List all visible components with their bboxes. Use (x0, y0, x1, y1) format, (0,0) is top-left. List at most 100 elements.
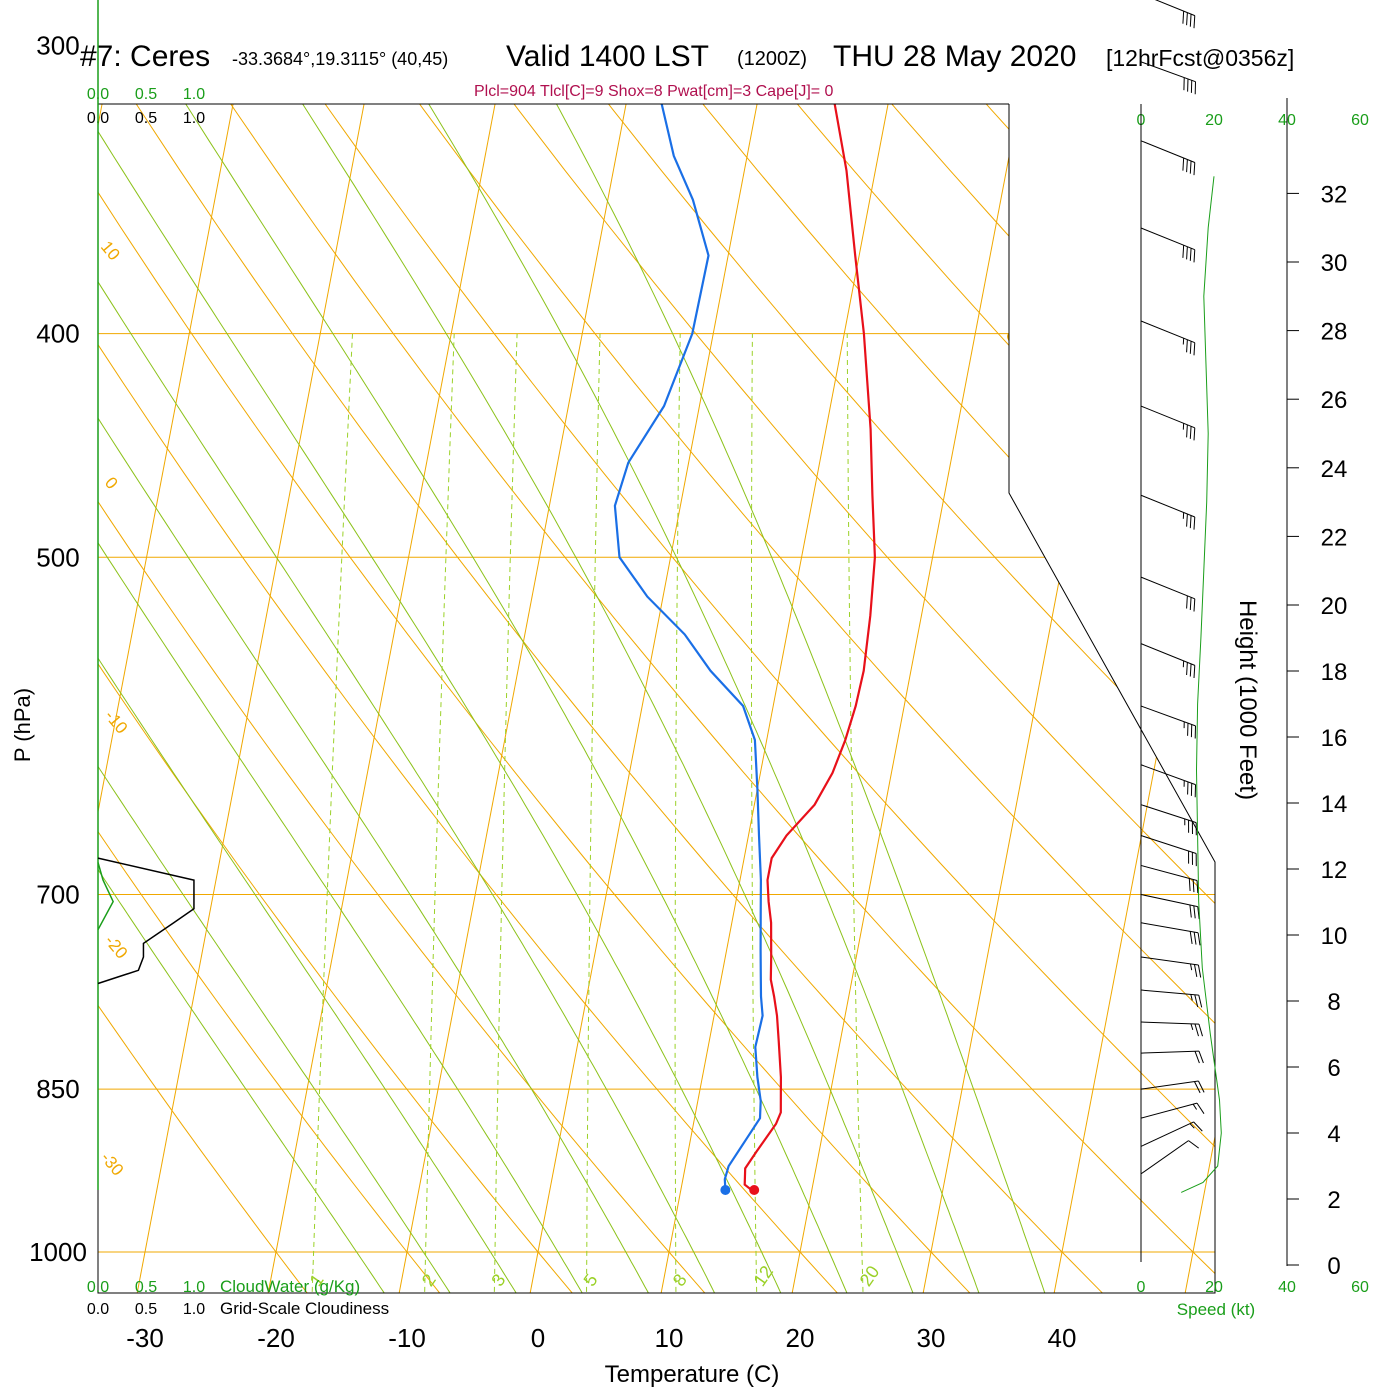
moist-adiabat (124, 104, 921, 1293)
moist-adiabat (392, 104, 1052, 1293)
speed-tick-bottom: 40 (1278, 1279, 1296, 1296)
wind-barb-staff (1140, 1021, 1200, 1025)
dry-adiabat (745, 104, 1215, 1293)
wind-barb-staff (1140, 494, 1195, 518)
pressure-label-850: 850 (36, 1074, 79, 1104)
wind-barb-feather (1193, 427, 1196, 441)
wind-speed-profile (1180, 176, 1222, 1193)
wind-barb-half-feather (1192, 1103, 1198, 1110)
wind-barb-feather (1193, 249, 1196, 263)
cloudwater-label: CloudWater (g/Kg) (220, 1277, 360, 1296)
cloud-panel: 0.00.00.00.00.50.50.50.51.01.01.01.0Clou… (87, 0, 389, 1318)
wind-barb-feather (1186, 513, 1188, 527)
wind-barb-staff (1140, 1121, 1194, 1147)
isotherm-label: 0 (1000, 323, 1032, 357)
speed-tick-top: 20 (1205, 112, 1223, 129)
wind-barb-staff (1140, 956, 1199, 966)
cloudwater-scale-bottom: 0.5 (135, 1279, 157, 1296)
isotherm--40 (98, 104, 288, 1293)
wind-barb-feather (1197, 932, 1201, 946)
temp-tick--20: -20 (257, 1323, 295, 1353)
temp-tick-40: 40 (1048, 1323, 1077, 1353)
wind-barb-feather (1186, 12, 1188, 26)
utc-time: (1200Z) (737, 48, 808, 70)
wind-barb-feather (1193, 932, 1197, 945)
isotherm--30 (135, 104, 419, 1293)
wind-barb-feather (1193, 598, 1196, 612)
x-axis-title: Temperature (C) (605, 1361, 780, 1388)
dry-adiabat (222, 104, 1215, 1293)
wind-barb-feather (1189, 248, 1192, 261)
wind-barb-staff (1140, 864, 1198, 881)
wind-barb-staff (1140, 989, 1199, 996)
height-tick-label-26: 26 (1321, 387, 1348, 414)
wind-barb-feather (1186, 424, 1188, 438)
wind-barb-staff (1140, 764, 1196, 786)
wind-barb-staff (1140, 804, 1197, 824)
wind-barb-feather (1182, 245, 1185, 258)
mixing-ratio-label: 5 (580, 1270, 602, 1290)
wind-barb-feather (1194, 994, 1199, 1008)
wind-barb-feather (1193, 342, 1196, 356)
valid-time: Valid 1400 LST (506, 40, 709, 73)
pressure-label-1000: 1000 (29, 1237, 87, 1267)
speed-tick-bottom: 0 (1137, 1279, 1146, 1296)
wind-barb-feather (1198, 1023, 1203, 1037)
height-tick-label-22: 22 (1321, 524, 1348, 551)
wind-barb-feather (1197, 906, 1200, 920)
isotherm-label: -30 (97, 1148, 127, 1179)
isotherm-label: 30 (1167, 756, 1211, 800)
cloudiness-scale-bottom: 1.0 (183, 1301, 205, 1318)
isotherm-10 (659, 104, 943, 1293)
dry-adiabat (1180, 104, 1215, 1293)
wind-barb-feather (1189, 426, 1192, 439)
cloudwater-profile (97, 862, 114, 931)
cloudiness-scale-bottom: 0.0 (87, 1301, 109, 1318)
dry-adiabat (98, 104, 987, 1293)
dry-adiabat (98, 104, 321, 1293)
wind-barb-staff (1140, 61, 1196, 83)
height-tick-label-24: 24 (1321, 456, 1348, 483)
dry-adiabat (309, 104, 1215, 1293)
height-tick-label-20: 20 (1321, 593, 1348, 620)
wind-barb-feather (1182, 157, 1185, 171)
wind-barb-feather (1197, 964, 1202, 978)
moist-adiabat (98, 104, 724, 1293)
isotherm-label: 0 (101, 473, 122, 492)
wind-barb-feather (1193, 15, 1196, 29)
height-tick-label-32: 32 (1321, 181, 1348, 208)
wind-barb-staff (1140, 1050, 1200, 1054)
isotherm-label: -10 (101, 706, 131, 737)
wind-barb-feather (1193, 665, 1196, 679)
speed-axis-label: Speed (kt) (1177, 1300, 1255, 1319)
wind-barb-feather (1186, 595, 1188, 609)
wind-barb-half-feather (1190, 994, 1193, 1001)
wind-barb-feather (1189, 904, 1192, 918)
axis-labels: 2503004005007008501000-30-20-10010203040… (10, 30, 1077, 1388)
wind-barb-feather (1188, 1140, 1199, 1149)
temp-tick-30: 30 (917, 1323, 946, 1353)
wind-barb-feather (1193, 516, 1196, 530)
temp-tick--10: -10 (388, 1323, 426, 1353)
wind-barb-feather (1198, 994, 1203, 1008)
wind-barb-staff (1140, 405, 1195, 429)
height-tick-label-2: 2 (1327, 1187, 1340, 1214)
wind-barb-half-feather (1190, 1023, 1194, 1031)
isotherm-label: 20 (1101, 631, 1145, 675)
height-tick-label-8: 8 (1327, 989, 1340, 1016)
wind-barb-feather (1189, 931, 1193, 944)
stability-indices: Plcl=904 Tlcl[C]=9 Shox=8 Pwat[cm]=3 Cap… (474, 83, 834, 100)
moist-adiabat (98, 104, 659, 1293)
valid-date: THU 28 May 2020 (833, 40, 1077, 73)
cloudiness-scale-top: 1.0 (183, 110, 205, 127)
wind-barb-feather (1196, 1102, 1205, 1114)
isotherm-label: 10 (97, 237, 124, 264)
height-tick-label-0: 0 (1327, 1253, 1340, 1280)
wind-barb-feather (1196, 880, 1199, 894)
speed-tick-bottom: 60 (1351, 1279, 1369, 1296)
wind-barb-feather (1193, 1121, 1203, 1132)
dry-adiabat (135, 104, 1215, 1293)
isotherm--20 (266, 104, 550, 1293)
dry-adiabat (483, 104, 1215, 1293)
wind-barb-staff (1140, 1102, 1198, 1119)
